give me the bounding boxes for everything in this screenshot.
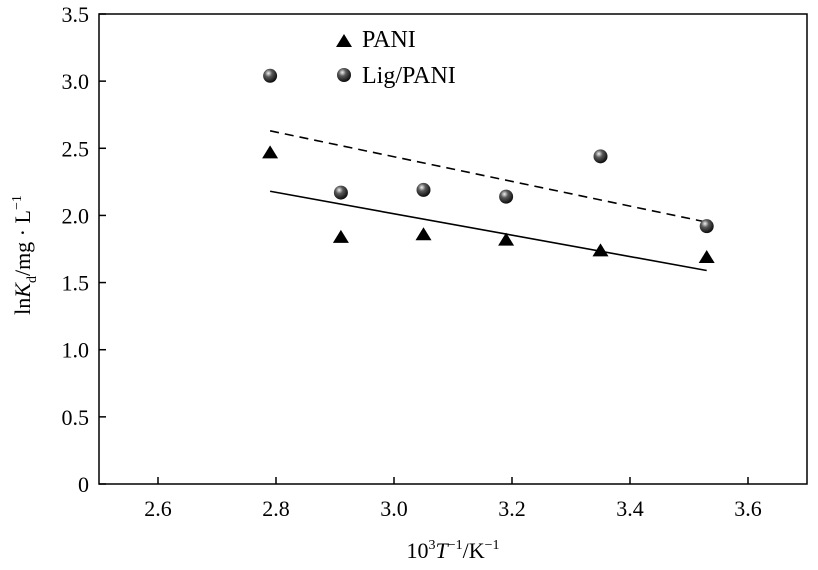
x-tick-label: 3.4 — [616, 496, 644, 521]
y-tick-label: 2.5 — [62, 136, 90, 161]
plot-frame — [98, 13, 808, 485]
fit-lines — [269, 130, 707, 272]
y-tick-label: 0 — [78, 472, 89, 497]
lig-pani-data-point — [499, 189, 514, 204]
y-tick-label: 3.0 — [62, 69, 90, 94]
data-markers — [262, 68, 715, 264]
lig-pani-data-point — [416, 182, 431, 197]
legend-label-lig-pani: Lig/PANI — [362, 63, 456, 89]
legend-label-pani: PANI — [362, 27, 416, 53]
lig-pani-data-point — [333, 185, 348, 200]
x-tick-label: 2.8 — [262, 496, 290, 521]
pani-data-point — [332, 229, 349, 243]
legend-sphere-marker — [337, 68, 351, 82]
y-axis-title: lnKd/mg · L−1 — [10, 195, 40, 315]
lig-pani-data-point — [593, 149, 608, 164]
x-axis-ticks: 2.6 2.8 3.0 3.2 3.4 3.6 — [144, 477, 762, 521]
lig-pani-data-point — [263, 68, 278, 83]
x-axis-title: 103T−1/K−1 — [406, 538, 499, 563]
pani-data-point — [698, 250, 715, 264]
y-axis-ticks: 0 0.5 1.0 1.5 2.0 2.5 3.0 3.5 — [62, 2, 106, 497]
pani-data-point — [592, 243, 609, 257]
y-tick-label: 1.5 — [62, 271, 90, 296]
pani-fit-line — [269, 190, 707, 272]
legend: PANI Lig/PANI — [336, 27, 456, 89]
x-tick-label: 2.6 — [144, 496, 172, 521]
x-tick-label: 3.2 — [498, 496, 526, 521]
pani-data-point — [498, 232, 515, 246]
y-tick-label: 2.0 — [62, 203, 90, 228]
x-tick-label: 3.0 — [380, 496, 408, 521]
y-tick-label: 0.5 — [62, 405, 90, 430]
lig-pani-fit-line — [269, 130, 707, 223]
pani-data-point — [262, 145, 279, 159]
legend-triangle-marker — [336, 34, 352, 47]
lig-pani-data-point — [699, 219, 714, 234]
y-tick-label: 1.0 — [62, 338, 90, 363]
x-tick-label: 3.6 — [734, 496, 762, 521]
y-tick-label: 3.5 — [62, 2, 90, 27]
pani-data-point — [415, 227, 432, 241]
